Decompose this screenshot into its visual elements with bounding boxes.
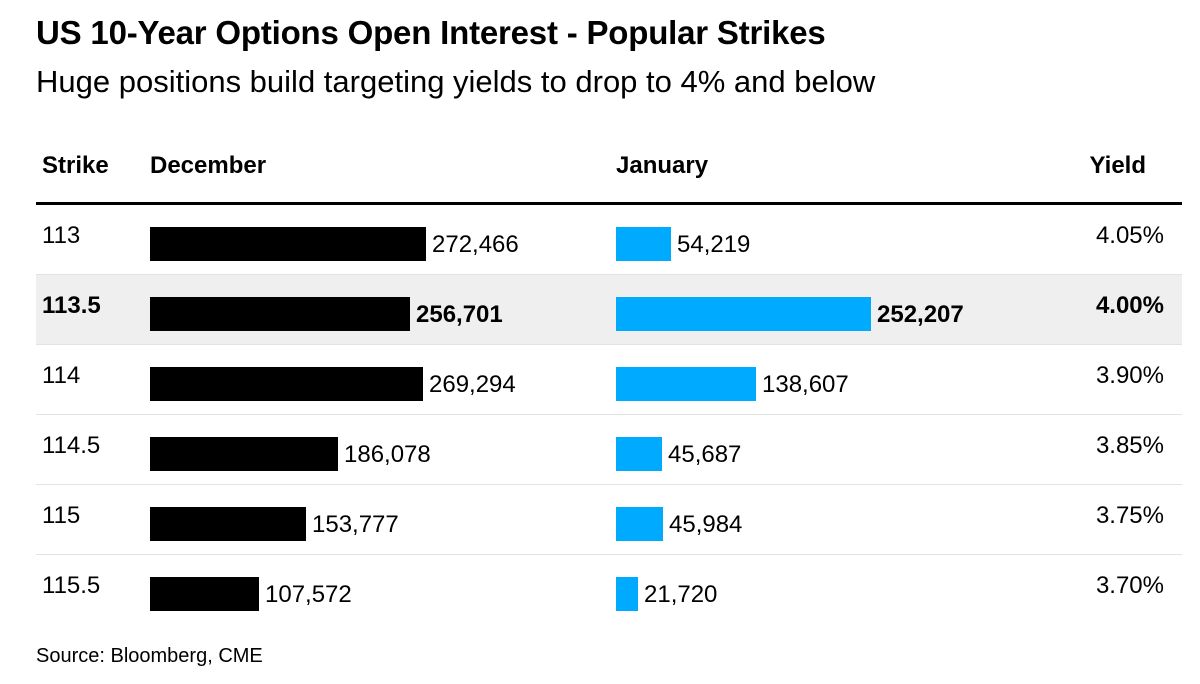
- yield-label: 3.85%: [1095, 432, 1164, 459]
- january-value-label: 21,720: [644, 581, 718, 608]
- source-note: Source: Bloomberg, CME: [36, 645, 263, 667]
- january-bar: [616, 507, 663, 541]
- december-value-label: 153,777: [312, 511, 399, 538]
- strike-label: 113.5: [42, 292, 101, 319]
- strike-label: 115.5: [42, 572, 101, 599]
- yield-label: 4.00%: [1095, 292, 1164, 319]
- december-bar: [150, 227, 426, 261]
- december-bar: [150, 577, 259, 611]
- strike-label: 113: [42, 222, 81, 249]
- header-rule: [36, 202, 1182, 205]
- yield-label: 3.75%: [1095, 502, 1164, 529]
- row-divider: [36, 414, 1182, 415]
- row-divider: [36, 274, 1182, 275]
- row-divider: [36, 554, 1182, 555]
- january-bar: [616, 437, 662, 471]
- yield-label: 4.05%: [1095, 222, 1164, 249]
- december-bar: [150, 297, 410, 331]
- table-row: 113.5 256,701 252,207 4.00%: [36, 275, 1182, 345]
- chart-title: US 10-Year Options Open Interest - Popul…: [36, 14, 826, 51]
- december-bar: [150, 437, 338, 471]
- yield-label: 3.70%: [1095, 572, 1164, 599]
- table-row: 115.5 107,572 21,720 3.70%: [36, 555, 1182, 625]
- january-value-label: 54,219: [677, 231, 751, 258]
- header-strike: Strike: [42, 152, 109, 179]
- january-bar: [616, 577, 638, 611]
- january-bar: [616, 297, 871, 331]
- strike-label: 115: [42, 502, 81, 529]
- january-value-label: 45,687: [668, 441, 742, 468]
- table-row: 113 272,466 54,219 4.05%: [36, 205, 1182, 275]
- header-december: December: [150, 152, 267, 179]
- january-value-label: 252,207: [877, 301, 964, 328]
- chart-subtitle: Huge positions build targeting yields to…: [36, 64, 876, 99]
- december-bar: [150, 507, 306, 541]
- december-value-label: 269,294: [429, 371, 516, 398]
- table-row: 115 153,777 45,984 3.75%: [36, 485, 1182, 555]
- january-bar: [616, 367, 756, 401]
- table-row: 114.5 186,078 45,687 3.85%: [36, 415, 1182, 485]
- header-january: January: [616, 152, 709, 179]
- december-value-label: 107,572: [265, 581, 352, 608]
- table-row: 114 269,294 138,607 3.90%: [36, 345, 1182, 415]
- row-divider: [36, 484, 1182, 485]
- row-divider: [36, 344, 1182, 345]
- december-value-label: 272,466: [432, 231, 519, 258]
- header-yield: Yield: [1089, 152, 1146, 179]
- january-value-label: 45,984: [669, 511, 743, 538]
- january-value-label: 138,607: [762, 371, 849, 398]
- strike-label: 114.5: [42, 432, 101, 459]
- january-bar: [616, 227, 671, 261]
- strike-label: 114: [42, 362, 81, 389]
- yield-label: 3.90%: [1095, 362, 1164, 389]
- december-bar: [150, 367, 423, 401]
- december-value-label: 186,078: [344, 441, 431, 468]
- december-value-label: 256,701: [416, 301, 503, 328]
